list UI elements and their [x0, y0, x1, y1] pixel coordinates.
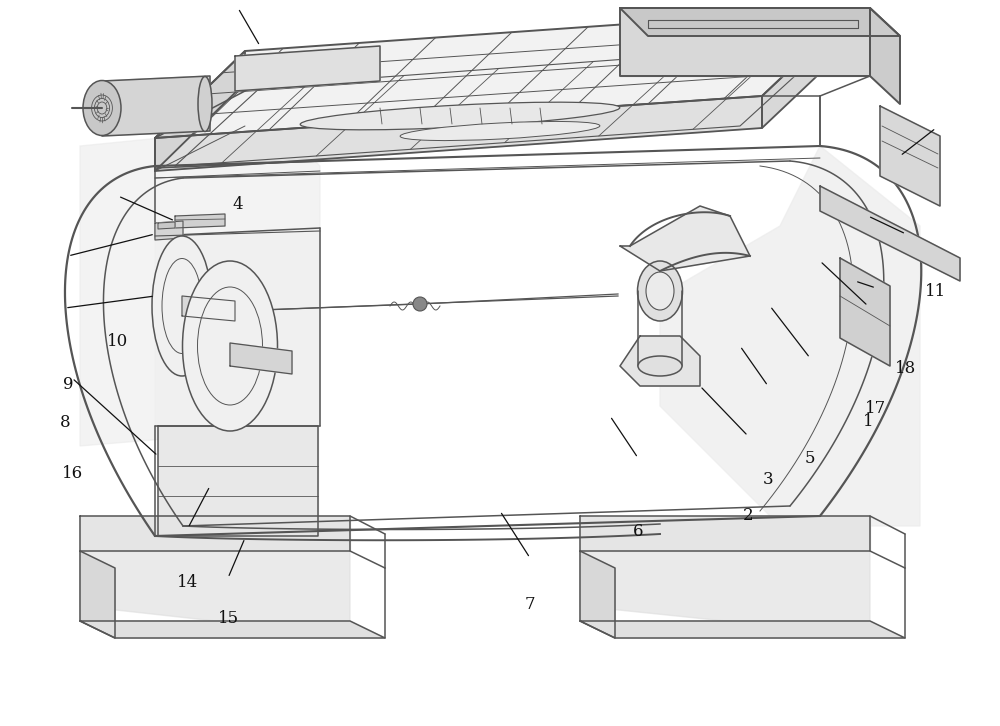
Polygon shape [175, 214, 225, 228]
Text: 18: 18 [895, 360, 917, 378]
Text: 10: 10 [107, 333, 129, 350]
Text: 11: 11 [925, 283, 947, 301]
Polygon shape [762, 8, 855, 128]
Polygon shape [620, 206, 750, 271]
Ellipse shape [400, 121, 600, 141]
Polygon shape [80, 516, 350, 551]
Polygon shape [820, 186, 960, 281]
Polygon shape [235, 46, 380, 91]
Polygon shape [580, 516, 870, 636]
Polygon shape [158, 426, 318, 536]
Ellipse shape [646, 272, 674, 310]
Polygon shape [580, 516, 870, 551]
Ellipse shape [182, 261, 278, 431]
Text: 15: 15 [217, 610, 239, 627]
Polygon shape [155, 221, 183, 240]
Polygon shape [580, 621, 905, 638]
Polygon shape [80, 551, 115, 638]
Polygon shape [80, 126, 320, 446]
Text: 5: 5 [805, 450, 815, 468]
Polygon shape [580, 551, 615, 638]
Polygon shape [230, 343, 292, 374]
Polygon shape [182, 296, 235, 321]
Text: 6: 6 [633, 523, 643, 540]
Text: 3: 3 [763, 470, 773, 488]
Polygon shape [80, 516, 350, 636]
Polygon shape [870, 8, 900, 104]
Text: 7: 7 [525, 595, 535, 613]
Ellipse shape [300, 102, 620, 130]
Ellipse shape [198, 76, 212, 131]
Text: 8: 8 [60, 414, 70, 431]
Text: 14: 14 [177, 574, 199, 591]
Polygon shape [660, 146, 920, 526]
Polygon shape [102, 76, 210, 136]
Text: 1: 1 [863, 412, 873, 430]
Text: 2: 2 [743, 507, 753, 524]
Text: 17: 17 [865, 399, 887, 417]
Polygon shape [840, 258, 890, 366]
Polygon shape [155, 51, 245, 171]
Ellipse shape [638, 261, 682, 321]
Ellipse shape [152, 236, 212, 376]
Text: 16: 16 [61, 465, 83, 482]
Text: 4: 4 [233, 196, 243, 213]
Ellipse shape [83, 81, 121, 136]
Text: 9: 9 [63, 376, 73, 393]
Polygon shape [880, 106, 940, 206]
Ellipse shape [638, 356, 682, 376]
Polygon shape [155, 96, 762, 171]
Polygon shape [620, 8, 900, 36]
Polygon shape [80, 621, 385, 638]
Polygon shape [155, 228, 320, 426]
Circle shape [413, 297, 427, 311]
Polygon shape [620, 336, 700, 386]
Polygon shape [158, 222, 175, 229]
Polygon shape [620, 8, 870, 76]
Polygon shape [155, 8, 855, 138]
